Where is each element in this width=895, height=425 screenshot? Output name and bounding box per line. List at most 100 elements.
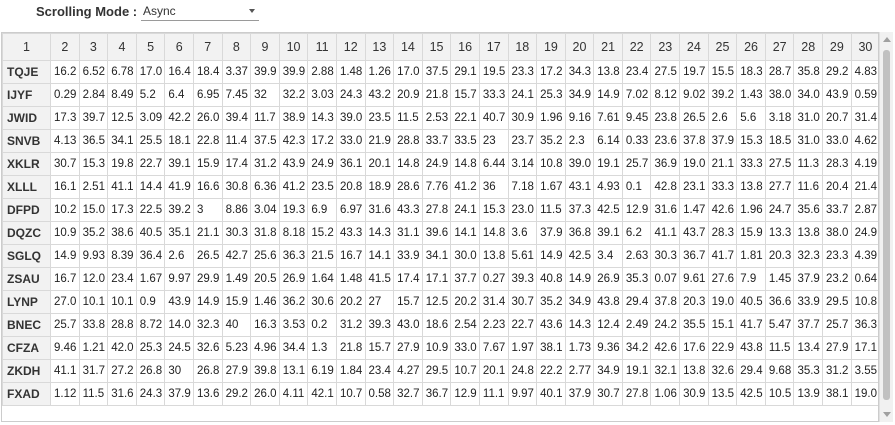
- grid-cell[interactable]: 38.9: [278, 106, 309, 130]
- grid-cell[interactable]: 22.1: [450, 106, 480, 130]
- grid-cell[interactable]: 37.5: [250, 129, 280, 153]
- grid-cell[interactable]: 27.8: [621, 382, 652, 406]
- row-header[interactable]: BNEC: [2, 313, 51, 337]
- grid-cell[interactable]: 14.8: [393, 152, 423, 176]
- column-header[interactable]: 7: [192, 33, 223, 61]
- grid-cell[interactable]: 17.2: [536, 60, 566, 84]
- table-row[interactable]: DQZC 10.9 35.2 38.6 40.5 35.1 21.1 30.3 31.8 8.18…: [2, 221, 878, 245]
- grid-cell[interactable]: 27: [364, 290, 395, 314]
- grid-cell[interactable]: 26.0: [192, 106, 223, 130]
- grid-cell[interactable]: 12.5: [421, 290, 452, 314]
- grid-cell[interactable]: 14.1: [364, 244, 395, 268]
- grid-cell[interactable]: 41.1: [107, 175, 137, 199]
- grid-cell[interactable]: 17.1: [850, 336, 878, 360]
- grid-cell[interactable]: 43.1: [564, 175, 595, 199]
- grid-cell[interactable]: 25.3: [135, 336, 166, 360]
- column-header[interactable]: 30: [850, 33, 878, 61]
- grid-cell[interactable]: 29.5: [822, 290, 852, 314]
- column-header[interactable]: 10: [278, 33, 309, 61]
- grid-cell[interactable]: 1.43: [736, 83, 766, 107]
- grid-cell[interactable]: 16.7: [50, 267, 80, 291]
- grid-cell[interactable]: 7.02: [621, 83, 652, 107]
- grid-cell[interactable]: 5.61: [507, 244, 538, 268]
- grid-cell[interactable]: 1.67: [135, 267, 166, 291]
- grid-cell[interactable]: 3.04: [250, 198, 280, 222]
- grid-cell[interactable]: 42.6: [707, 198, 738, 222]
- grid-cell[interactable]: 42.2: [164, 106, 194, 130]
- row-header[interactable]: SNVB: [2, 129, 51, 153]
- grid-cell[interactable]: 41.7: [707, 244, 738, 268]
- table-row[interactable]: TQJE 16.2 6.52 6.78 17.0 16.4 18.4 3.37 39.9 39.9…: [2, 60, 878, 84]
- grid-cell[interactable]: 14.4: [135, 175, 166, 199]
- grid-cell[interactable]: 5.47: [764, 313, 795, 337]
- grid-cell[interactable]: 14.1: [450, 221, 480, 245]
- grid-cell[interactable]: 8.49: [107, 83, 137, 107]
- data-grid[interactable]: 1 2 3 4 5 6 7 8 9 10 11 12 13 14 15 16 17 18 19 20 21 22 23 24…: [1, 32, 879, 422]
- grid-cell[interactable]: 8.12: [650, 83, 681, 107]
- grid-cell[interactable]: 17.2: [307, 129, 337, 153]
- grid-cell[interactable]: 33.0: [450, 336, 480, 360]
- grid-cell[interactable]: 4.13: [50, 129, 80, 153]
- grid-cell[interactable]: 15.7: [393, 290, 423, 314]
- grid-cell[interactable]: 20.3: [679, 290, 709, 314]
- grid-cell[interactable]: 39.9: [278, 60, 309, 84]
- grid-cell[interactable]: 34.9: [564, 83, 595, 107]
- grid-cell[interactable]: 15.9: [221, 290, 252, 314]
- grid-cell[interactable]: 2.54: [450, 313, 480, 337]
- grid-cell[interactable]: 4.83: [850, 60, 878, 84]
- column-header[interactable]: 4: [107, 33, 137, 61]
- grid-cell[interactable]: 35.8: [793, 60, 824, 84]
- column-header[interactable]: 13: [364, 33, 395, 61]
- grid-cell[interactable]: 18.4: [192, 60, 223, 84]
- grid-cell[interactable]: 31.6: [364, 198, 395, 222]
- grid-cell[interactable]: 9.68: [764, 359, 795, 383]
- grid-cell[interactable]: 30.9: [507, 106, 538, 130]
- grid-cell[interactable]: 32.3: [793, 244, 824, 268]
- grid-cell[interactable]: 37.8: [679, 129, 709, 153]
- grid-cell[interactable]: 24.2: [650, 313, 681, 337]
- grid-cell[interactable]: 34.0: [793, 83, 824, 107]
- grid-cell[interactable]: 32: [250, 83, 280, 107]
- grid-cell[interactable]: 1.96: [736, 198, 766, 222]
- grid-cell[interactable]: 27.8: [421, 198, 452, 222]
- grid-cell[interactable]: 2.6: [164, 244, 194, 268]
- grid-cell[interactable]: 21.4: [850, 175, 878, 199]
- column-header[interactable]: 15: [421, 33, 452, 61]
- grid-cell[interactable]: 18.9: [364, 175, 395, 199]
- grid-cell[interactable]: 10.9: [421, 336, 452, 360]
- grid-cell[interactable]: 2.23: [478, 313, 509, 337]
- grid-cell[interactable]: 37.3: [564, 198, 595, 222]
- grid-cell[interactable]: 43.3: [335, 221, 366, 245]
- grid-cell[interactable]: 7.45: [221, 83, 252, 107]
- row-header[interactable]: LYNP: [2, 290, 51, 314]
- grid-cell[interactable]: 18.3: [736, 60, 766, 84]
- grid-cell[interactable]: 27.0: [50, 290, 80, 314]
- grid-cell[interactable]: 1.67: [536, 175, 566, 199]
- grid-cell[interactable]: 0.27: [478, 267, 509, 291]
- grid-cell[interactable]: 43.9: [164, 290, 194, 314]
- chevron-down-icon[interactable]: [249, 9, 255, 13]
- grid-cell[interactable]: 14.9: [536, 244, 566, 268]
- grid-cell[interactable]: 15.9: [192, 152, 223, 176]
- grid-cell[interactable]: 29.1: [450, 60, 480, 84]
- grid-cell[interactable]: 9.45: [621, 106, 652, 130]
- column-header[interactable]: 27: [764, 33, 795, 61]
- grid-cell[interactable]: 36.5: [78, 129, 109, 153]
- grid-cell[interactable]: 3.53: [278, 313, 309, 337]
- grid-cell[interactable]: 43.0: [393, 313, 423, 337]
- grid-cell[interactable]: 41.7: [736, 313, 766, 337]
- grid-cell[interactable]: 25.6: [250, 244, 280, 268]
- grid-cell[interactable]: 0.59: [850, 83, 878, 107]
- grid-cell[interactable]: 1.12: [50, 382, 80, 406]
- column-header[interactable]: 28: [793, 33, 824, 61]
- table-row[interactable]: SNVB 4.13 36.5 34.1 25.5 18.1 22.8 11.4 37.5 42.3…: [2, 129, 878, 153]
- row-header[interactable]: IJYF: [2, 83, 51, 107]
- grid-cell[interactable]: 15.3: [478, 198, 509, 222]
- grid-cell[interactable]: 33.7: [822, 198, 852, 222]
- grid-cell[interactable]: 15.3: [78, 152, 109, 176]
- grid-cell[interactable]: 42.1: [307, 382, 337, 406]
- grid-cell[interactable]: 39.2: [164, 198, 194, 222]
- grid-cell[interactable]: 26.8: [192, 359, 223, 383]
- grid-cell[interactable]: 20.8: [335, 175, 366, 199]
- grid-cell[interactable]: 13.8: [593, 60, 623, 84]
